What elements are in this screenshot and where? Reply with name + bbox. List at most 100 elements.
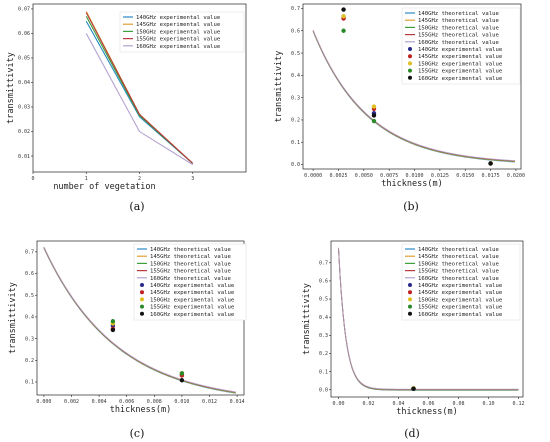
legend-entry: 155GHz experimental value [418, 305, 503, 311]
x-tick-label: 0.0200 [507, 173, 525, 179]
legend-entry: 160GHz theoretical value [150, 276, 231, 282]
y-axis-label: transmittivity [8, 282, 18, 354]
x-tick-label: 0 [31, 176, 34, 182]
legend-box [119, 11, 245, 53]
legend-entry: 160GHz experimental value [418, 76, 503, 82]
y-tick-label: 0.3 [25, 336, 34, 342]
y-tick-label: 0.2 [291, 118, 300, 124]
y-tick-label: 0.1 [25, 380, 34, 386]
x-tick-label: 0.008 [147, 399, 162, 405]
legend-entry: 160GHz experimental value [136, 44, 221, 50]
x-tick-label: 0.0125 [431, 173, 449, 179]
series-line-160ghz [85, 33, 194, 166]
legend-marker-swatch [408, 290, 412, 295]
x-tick-label: 0.02 [362, 401, 374, 407]
plot-frame [302, 3, 522, 170]
legend-marker-swatch [140, 290, 144, 295]
legend-entry: 140GHz theoretical value [150, 247, 231, 253]
x-tick-label: 0.012 [202, 399, 217, 405]
x-tick-label: 0.04 [392, 401, 404, 407]
y-axis-label: transmittivity [274, 51, 284, 123]
plot-frame [330, 240, 524, 398]
legend-entry: 145GHz experimental value [418, 54, 503, 60]
x-tick-label: 0.10 [482, 401, 494, 407]
series-line-155ghz [85, 12, 194, 164]
x-axis-label: number of vegetation [53, 182, 155, 192]
y-tick-label: 0.3 [291, 95, 300, 101]
x-tick-label: 0.002 [64, 399, 79, 405]
legend-entry: 160GHz experimental value [150, 312, 235, 318]
legend-marker-swatch [408, 311, 412, 316]
legend-marker-swatch [140, 283, 144, 287]
y-tick-label: 0.2 [319, 351, 328, 357]
experimental-point-160ghz [341, 7, 346, 12]
x-tick-label: 0.004 [92, 399, 107, 405]
legend-entry: 145GHz experimental value [418, 290, 503, 296]
legend-entry: 150GHz theoretical value [150, 261, 231, 267]
x-tick-label: 0.0150 [456, 173, 474, 179]
x-tick-label: 0.06 [422, 401, 434, 407]
y-tick-label: 0.7 [25, 250, 34, 256]
panel-caption: (c) [130, 427, 145, 440]
experimental-point-155ghz [371, 118, 377, 124]
y-tick-label: 0.1 [319, 369, 328, 375]
legend-marker-swatch [140, 311, 144, 316]
legend-marker-swatch [408, 68, 412, 73]
legend-entry: 140GHz experimental value [136, 15, 221, 21]
y-tick-label: 0.05 [18, 56, 30, 62]
y-tick-label: 0.4 [25, 315, 34, 321]
experimental-point-155ghz [179, 371, 185, 376]
y-tick-label: 0.7 [319, 260, 328, 266]
y-tick-label: 0.1 [291, 140, 300, 146]
y-axis-label: transmittivity [6, 52, 16, 124]
legend-marker-swatch [140, 297, 144, 302]
legend-entry: 145GHz theoretical value [150, 254, 231, 260]
x-tick-label: 0.0050 [355, 173, 373, 179]
y-tick-label: 0.4 [291, 73, 300, 79]
y-tick-label: 0.5 [319, 297, 328, 303]
experimental-point-160ghz [411, 386, 416, 392]
y-tick-label: 0.03 [18, 105, 30, 111]
legend-marker-swatch [408, 75, 412, 80]
y-tick-label: 0.04 [18, 80, 30, 86]
experimental-point-160ghz [110, 327, 116, 333]
legend-marker-swatch [408, 297, 412, 302]
panel-b: 0.0000 0.0025 0.0050 0.0075 0.0100 0.0125 0.01… [274, 3, 525, 189]
x-tick-label: 0.00 [332, 401, 344, 407]
x-tick-label: 1 [85, 176, 88, 182]
y-axis-label: transmittivity [302, 283, 312, 355]
legend-entry: 140GHz theoretical value [418, 247, 499, 253]
panel-c: 0.000 0.002 0.004 0.006 0.008 0.010 0.012 0.014… [8, 240, 247, 415]
experimental-point-160ghz [371, 113, 377, 118]
x-tick-label: 0.0175 [482, 173, 500, 179]
y-tick-label: 0.6 [25, 271, 34, 277]
y-tick-label: 0.2 [25, 358, 34, 364]
y-tick-label: 0.6 [291, 28, 300, 34]
experimental-point-150ghz [371, 104, 377, 109]
x-tick-label: 2 [138, 176, 141, 182]
legend-marker-swatch [408, 47, 412, 51]
legend-marker-swatch [140, 304, 144, 309]
legend-entry: 150GHz experimental value [418, 297, 503, 303]
legend-entry: 155GHz experimental value [150, 305, 235, 311]
x-axis-label: thickness(m) [381, 179, 442, 189]
legend-box [133, 243, 247, 321]
y-tick-label: 0.0 [291, 162, 300, 168]
legend-entry: 155GHz theoretical value [418, 33, 499, 39]
experimental-point-160ghz [179, 378, 185, 383]
panel-caption: (a) [129, 200, 144, 213]
y-tick-label: 0.01 [18, 154, 30, 160]
y-tick-label: 0.3 [319, 333, 328, 339]
x-axis-label: thickness(m) [396, 407, 457, 417]
x-tick-label: 0.0000 [304, 173, 322, 179]
legend-entry: 145GHz experimental value [150, 290, 235, 296]
y-tick-label: 0.0 [319, 387, 328, 393]
panel-caption: (b) [403, 200, 419, 213]
legend-entry: 155GHz experimental value [418, 69, 503, 75]
legend-entry: 155GHz experimental value [136, 37, 221, 43]
legend-entry: 140GHz experimental value [418, 47, 503, 53]
legend-entry: 150GHz theoretical value [418, 25, 499, 31]
theoretical-curve-160ghz [338, 247, 519, 390]
